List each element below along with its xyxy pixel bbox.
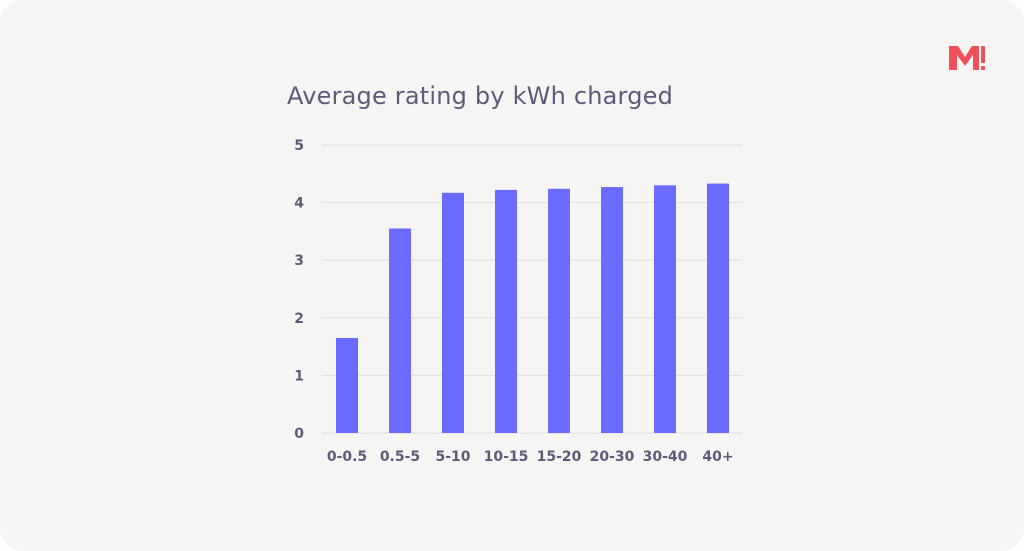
- x-tick-label: 0.5-5: [380, 449, 420, 465]
- bar: [336, 337, 358, 433]
- y-tick-label: 0: [294, 426, 304, 442]
- bar: [601, 187, 623, 433]
- bar: [707, 183, 729, 433]
- bar: [442, 192, 464, 433]
- y-tick-label: 5: [294, 138, 304, 154]
- bar: [389, 228, 411, 433]
- x-tick-label: 5-10: [435, 449, 470, 465]
- x-tick-label: 20-30: [590, 449, 635, 465]
- y-axis-ticks: 0 1 2 3 4 5: [294, 138, 304, 442]
- x-tick-label: 40+: [702, 449, 733, 465]
- x-tick-label: 30-40: [643, 449, 688, 465]
- x-tick-label: 15-20: [537, 449, 582, 465]
- y-tick-label: 3: [294, 253, 304, 269]
- chart-title: Average rating by kWh charged: [287, 82, 674, 110]
- x-tick-label: 10-15: [484, 449, 529, 465]
- x-axis-ticks: 0-0.5 0.5-5 5-10 10-15 15-20 20-30 30-40 40+: [327, 449, 734, 465]
- y-tick-label: 2: [294, 311, 304, 327]
- x-tick-label: 0-0.5: [327, 449, 367, 465]
- y-tick-label: 4: [294, 196, 304, 212]
- bars: [336, 183, 729, 433]
- bar: [495, 189, 517, 433]
- grid-lines: [322, 144, 742, 434]
- brand-logo-icon: [949, 46, 985, 70]
- bar: [654, 185, 676, 433]
- y-tick-label: 1: [294, 368, 304, 384]
- bar: [548, 188, 570, 433]
